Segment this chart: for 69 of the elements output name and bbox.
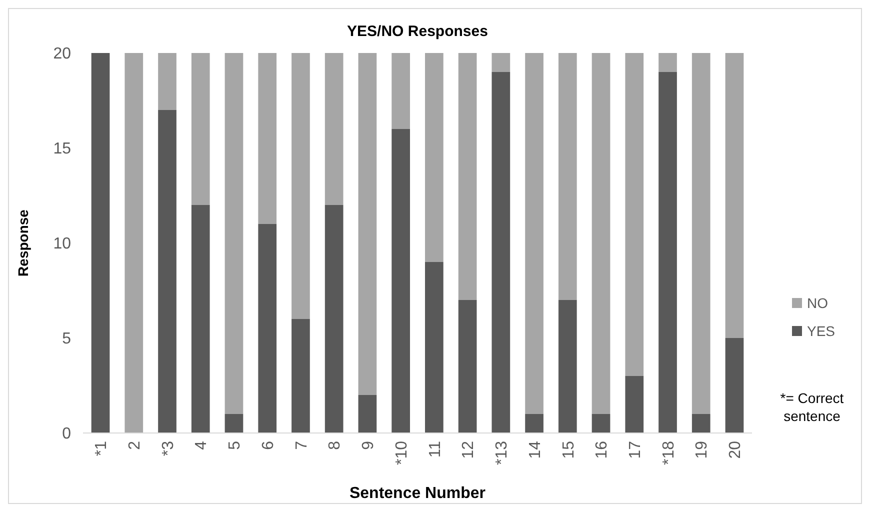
x-tick-label: *3 [160, 440, 177, 456]
bar [258, 224, 277, 433]
x-tick-label: 9 [360, 440, 378, 450]
y-axis-title: Response [15, 209, 31, 276]
bar [592, 414, 610, 433]
x-tick-label: 11 [426, 440, 444, 458]
x-tick-label: 5 [226, 440, 244, 450]
y-tick-label: 0 [62, 426, 72, 443]
x-tick-label: 15 [560, 440, 578, 459]
bar [292, 319, 310, 433]
bar [224, 53, 244, 414]
bar [258, 53, 277, 224]
bar [358, 53, 377, 395]
bar [492, 72, 510, 433]
y-tick-label: 20 [53, 46, 72, 63]
x-tick-label: 7 [293, 440, 310, 450]
bar [392, 53, 410, 129]
bar [191, 205, 210, 433]
bar [458, 300, 477, 433]
bar [558, 53, 577, 300]
bar [224, 414, 244, 433]
bar [525, 414, 544, 433]
x-tick-label: 8 [326, 440, 344, 450]
y-tick-label: 10 [53, 236, 72, 253]
bar [158, 53, 176, 110]
legend-label: YES [807, 322, 836, 339]
bar [492, 53, 510, 72]
bar [324, 205, 344, 433]
bar [91, 53, 110, 433]
x-tick-label: 12 [460, 440, 478, 459]
legend-label: NO [807, 294, 828, 311]
bar [692, 53, 710, 414]
bar [158, 110, 176, 433]
bar [725, 338, 744, 433]
x-tick-label: 19 [694, 440, 711, 459]
bar [358, 395, 377, 433]
bar [425, 53, 444, 262]
x-tick-label: *13 [494, 440, 511, 466]
x-tick-label: 4 [193, 440, 210, 450]
y-tick-label: 15 [53, 140, 72, 158]
bar [124, 53, 144, 433]
bar [425, 262, 444, 433]
x-tick-label: 16 [594, 440, 611, 459]
bar [625, 376, 644, 433]
bar [392, 129, 410, 433]
x-tick-label: *1 [93, 440, 110, 456]
bar [558, 300, 577, 433]
x-tick-label: 20 [727, 440, 744, 459]
bar [191, 53, 210, 205]
bar [592, 53, 610, 414]
bar [324, 53, 344, 205]
x-axis-title: Sentence Number [349, 485, 486, 502]
x-tick-label: *10 [393, 440, 410, 466]
bar [458, 53, 477, 300]
bar [292, 53, 310, 319]
chart-title: YES/NO Responses [347, 23, 488, 40]
x-tick-label: 6 [260, 440, 277, 450]
bar [658, 72, 677, 433]
bar [725, 53, 744, 338]
bar [692, 414, 710, 433]
x-tick-label: 2 [126, 440, 144, 450]
bar [525, 53, 544, 414]
text: *= Correct sentence [780, 390, 844, 424]
bar [658, 53, 677, 72]
x-tick-label: 14 [526, 440, 544, 459]
y-tick-label: 5 [62, 330, 72, 348]
x-tick-label: 17 [626, 440, 644, 459]
bar [625, 53, 644, 376]
x-tick-label: *18 [660, 440, 678, 466]
